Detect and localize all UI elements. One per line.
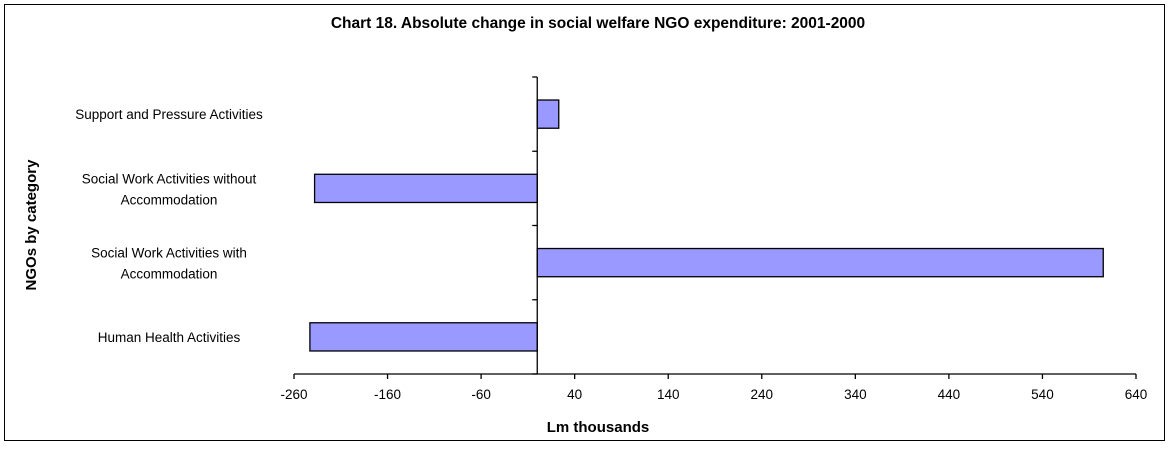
- tick-labels: -260 -160 -60 40 140 240 340 440 540 640: [280, 387, 1147, 402]
- bar-3: [309, 322, 538, 352]
- bar-2: [536, 247, 1104, 278]
- bar-0: [536, 99, 560, 129]
- x-tick-label-0: -260: [280, 387, 307, 402]
- x-tick-label-4: 140: [657, 387, 680, 402]
- bar-chart: Chart 18. Absolute change in social welf…: [23, 15, 1147, 436]
- chart-frame: Chart 18. Absolute change in social welf…: [4, 4, 1165, 441]
- x-axis-title: Lm thousands: [547, 419, 650, 436]
- x-tick-label-5: 240: [751, 387, 774, 402]
- x-tick-label-9: 640: [1125, 387, 1148, 402]
- axes-layer: [293, 76, 1137, 379]
- x-tick-label-3: 40: [567, 387, 582, 402]
- x-tick-label-8: 540: [1031, 387, 1054, 402]
- bars-layer: [309, 99, 1104, 352]
- y-axis-title: NGOs by category: [23, 159, 40, 291]
- x-tick-label-1: -160: [374, 387, 401, 402]
- category-labels: Support and Pressure Activities Social Wo…: [75, 107, 263, 345]
- category-label-1: Social Work Activities without Accommodat…: [82, 171, 257, 207]
- x-tick-label-7: 440: [938, 387, 961, 402]
- category-label-3: Human Health Activities: [98, 330, 241, 345]
- category-label-0: Support and Pressure Activities: [75, 107, 263, 122]
- bar-1: [313, 173, 538, 204]
- category-label-2: Social Work Activities with Accommodation: [91, 246, 247, 282]
- x-tick-label-6: 340: [844, 387, 867, 402]
- x-tick-label-2: -60: [471, 387, 491, 402]
- chart-title: Chart 18. Absolute change in social welf…: [331, 15, 865, 32]
